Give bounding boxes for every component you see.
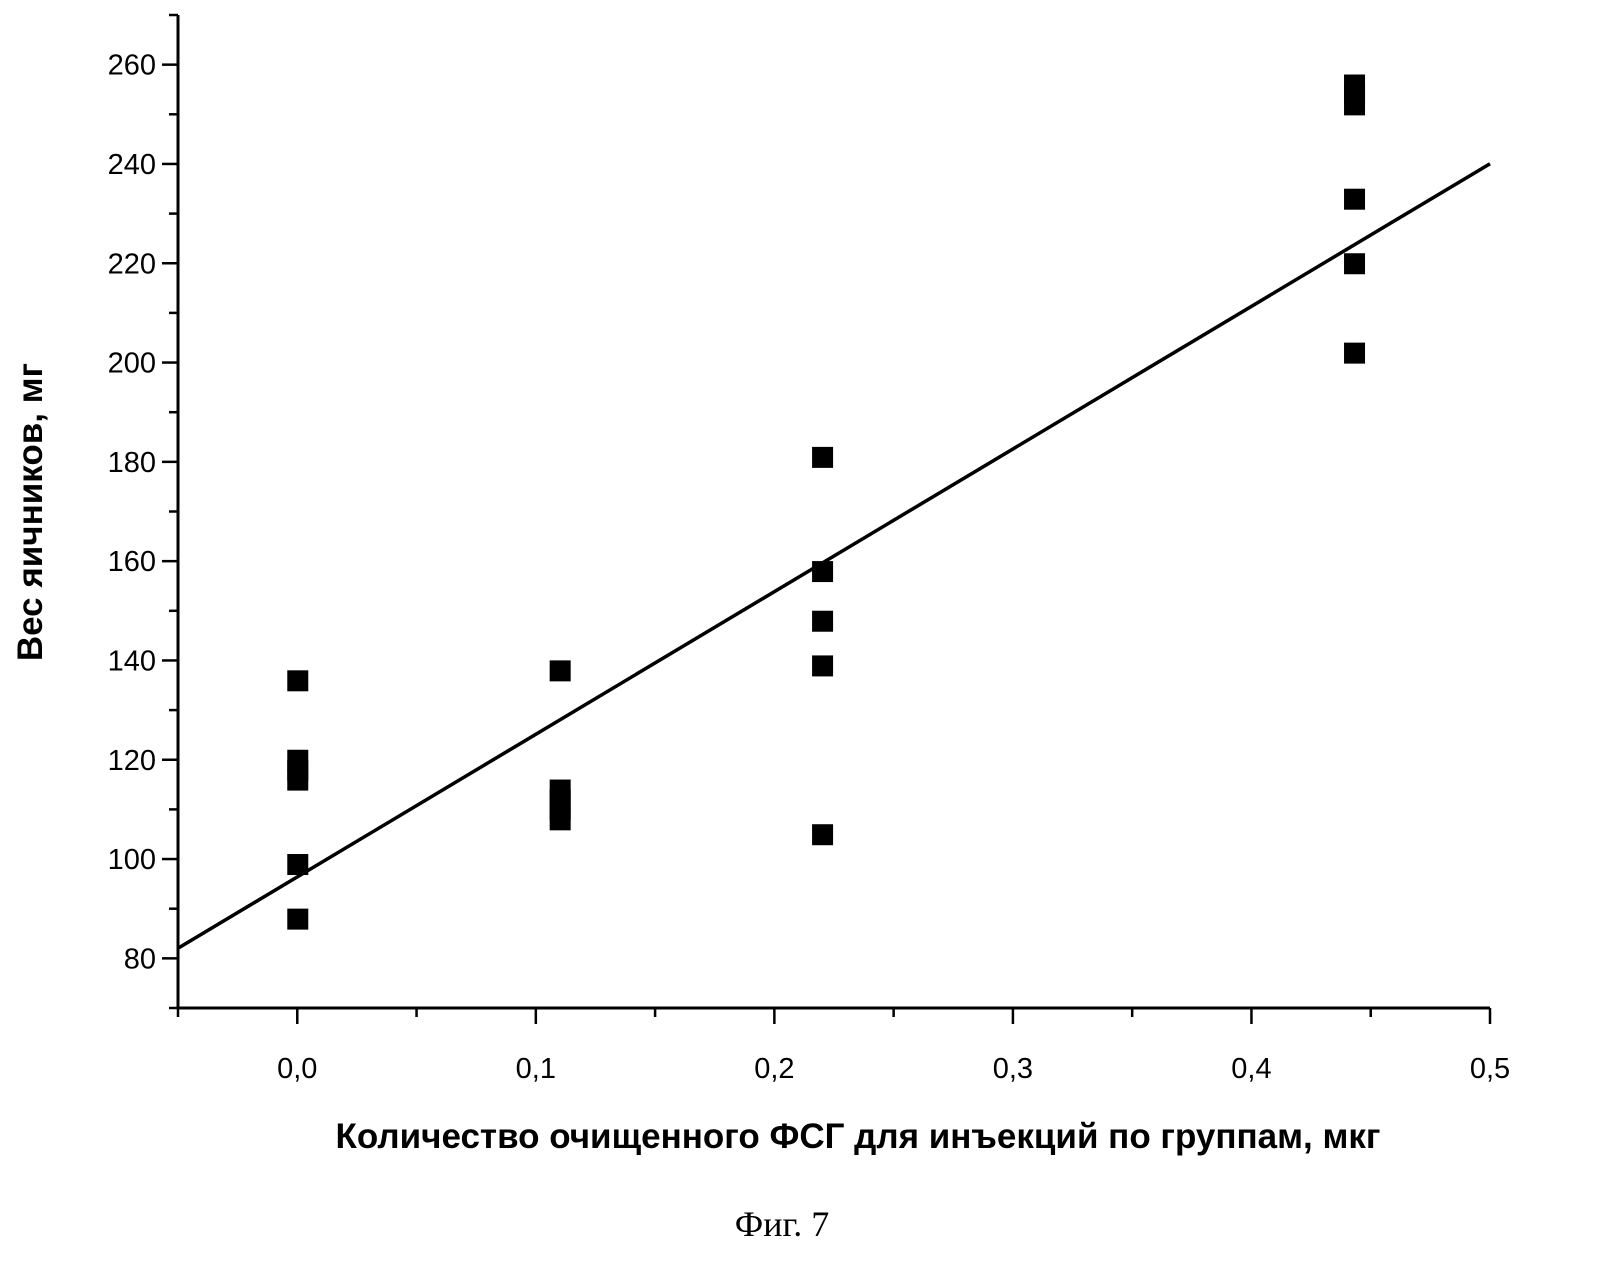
x-tick-label: 0,4: [1231, 1053, 1271, 1085]
data-point: [549, 660, 571, 682]
data-point: [812, 655, 834, 677]
y-axis-label: Вес яичников, мг: [11, 363, 50, 661]
y-tick-label: 120: [108, 745, 156, 777]
data-point: [1344, 94, 1366, 116]
x-tick-label: 0,0: [277, 1053, 317, 1085]
data-point: [287, 670, 309, 692]
data-points: [177, 74, 1491, 950]
data-point: [812, 561, 834, 583]
data-point: [1344, 188, 1366, 210]
y-tick-label: 140: [108, 645, 156, 677]
data-point: [549, 809, 571, 831]
x-tick-label: 0,5: [1470, 1053, 1510, 1085]
y-tick-label: 160: [108, 546, 156, 578]
y-tick-label: 200: [108, 348, 156, 380]
data-point: [812, 446, 834, 468]
data-point: [287, 854, 309, 876]
y-tick-label: 240: [108, 149, 156, 181]
y-tick-label: 220: [108, 248, 156, 280]
data-point: [287, 908, 309, 930]
figure-caption: Фиг. 7: [735, 1204, 829, 1244]
x-tick-label: 0,3: [993, 1053, 1033, 1085]
data-point: [812, 824, 834, 846]
data-point: [1344, 253, 1366, 275]
axes: [176, 15, 1490, 1010]
y-tick-label: 180: [108, 447, 156, 479]
fit-line: [177, 162, 1491, 950]
ticks: 0,0 0,1 0,2 0,3 0,4 0,5 80 100 120 140 160 180 200 22…: [108, 13, 1510, 1085]
y-tick-label: 100: [108, 844, 156, 876]
x-tick-label: 0,1: [516, 1053, 556, 1085]
data-point: [812, 610, 834, 632]
y-tick-label: 80: [124, 943, 156, 975]
y-tick-label: 260: [108, 50, 156, 82]
x-tick-label: 0,2: [754, 1053, 794, 1085]
x-axis-label: Количество очищенного ФСГ для инъекций п…: [336, 1117, 1381, 1156]
data-point: [1344, 342, 1366, 364]
data-point: [287, 769, 309, 791]
